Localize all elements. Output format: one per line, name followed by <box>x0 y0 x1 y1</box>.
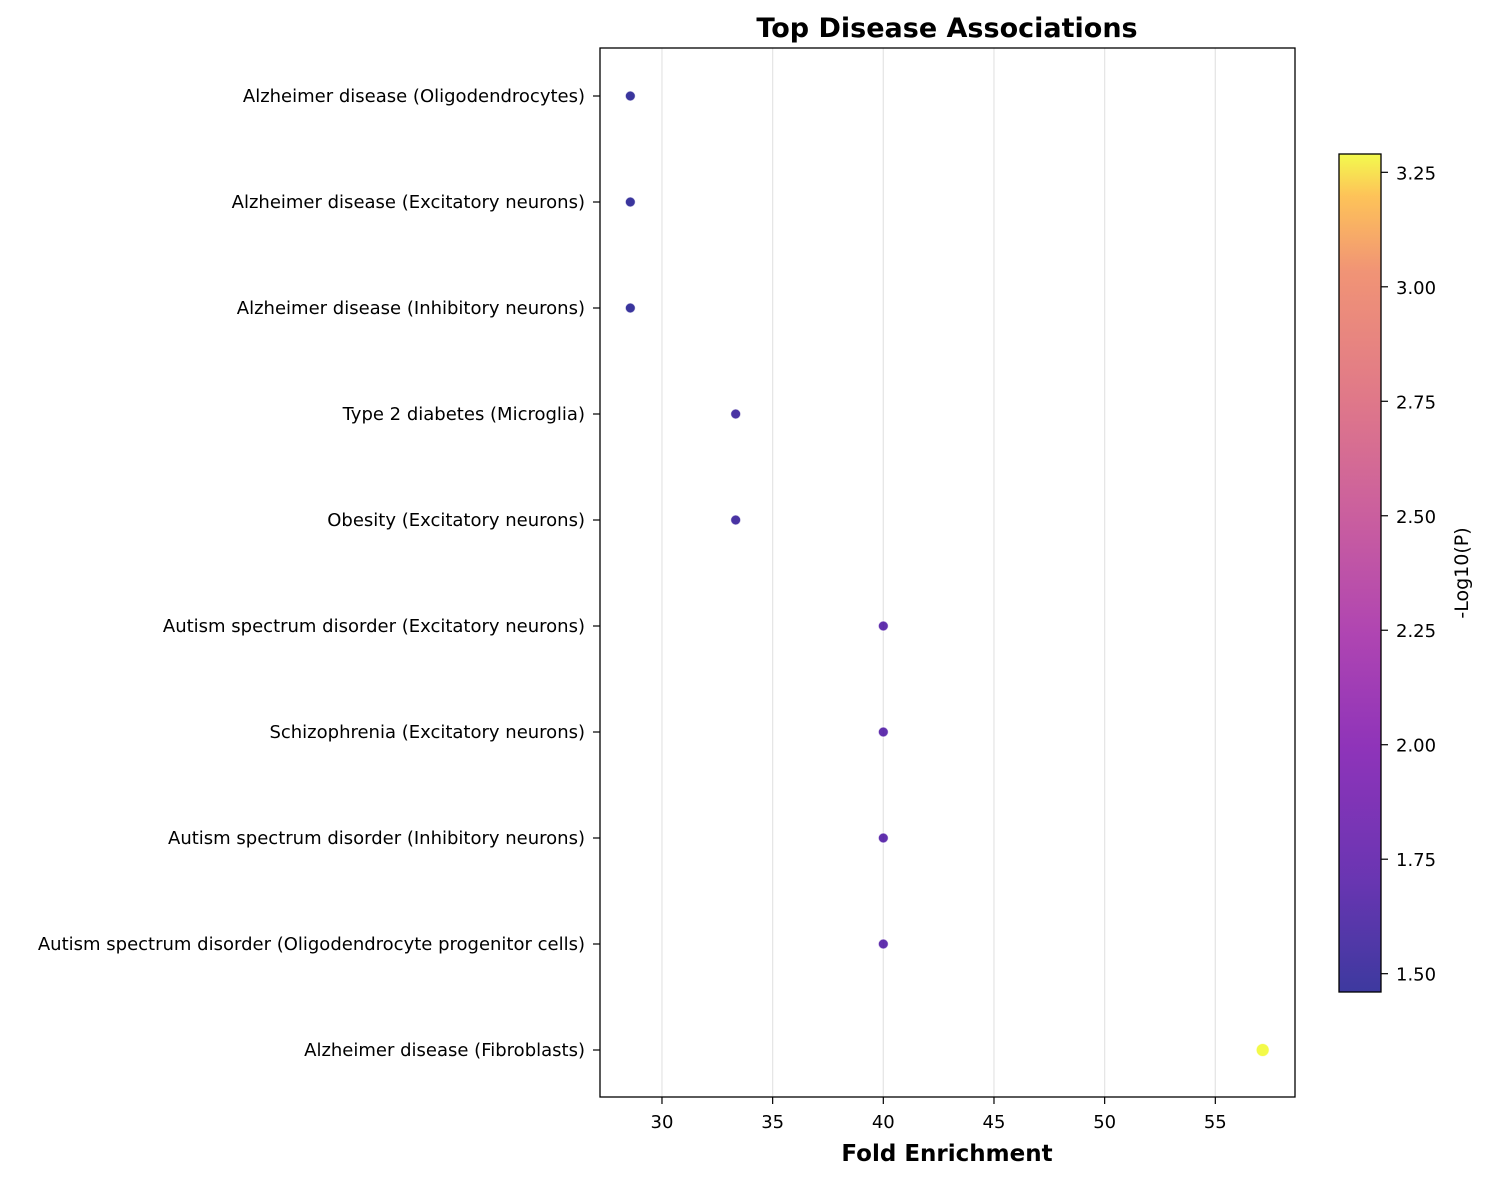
colorbar-ticks: 1.50 1.75 2.00 2.25 2.50 2.75 3.00 3.25 <box>1381 163 1436 986</box>
data-point <box>624 196 636 208</box>
colorbar: 1.50 1.75 2.00 2.25 2.50 2.75 3.00 3.25 -Log10(… <box>1338 153 1473 993</box>
colorbar-gradient <box>1339 154 1381 992</box>
y-category-label: Autism spectrum disorder (Inhibitory neu… <box>168 828 585 849</box>
data-point <box>624 302 636 314</box>
data-point <box>877 726 889 738</box>
colorbar-tick-label: 2.50 <box>1396 507 1436 528</box>
y-category-label: Obesity (Excitatory neurons) <box>327 510 585 531</box>
data-point <box>730 408 742 420</box>
y-category-label: Autism spectrum disorder (Oligodendrocyt… <box>38 934 585 955</box>
colorbar-tick-label: 2.00 <box>1396 736 1436 757</box>
chart-title: Top Disease Associations <box>756 13 1137 44</box>
y-category-label: Schizophrenia (Excitatory neurons) <box>269 722 585 743</box>
plot-area-frame <box>599 47 1296 1098</box>
colorbar-tick-label: 1.75 <box>1396 850 1436 871</box>
x-tick-label: 40 <box>872 1112 895 1133</box>
colorbar-label: -Log10(P) <box>1451 527 1473 618</box>
data-point <box>877 832 889 844</box>
y-category-label: Type 2 diabetes (Microglia) <box>342 404 585 425</box>
colorbar-tick-label: 3.00 <box>1396 278 1436 299</box>
x-tick-label: 50 <box>1093 1112 1116 1133</box>
y-category-label: Alzheimer disease (Excitatory neurons) <box>232 192 585 213</box>
y-category-label: Autism spectrum disorder (Excitatory neu… <box>163 616 585 637</box>
data-points <box>624 90 1270 1057</box>
grid-lines <box>661 48 1216 1097</box>
y-category-label: Alzheimer disease (Fibroblasts) <box>304 1040 585 1061</box>
y-category-label: Alzheimer disease (Inhibitory neurons) <box>237 298 585 319</box>
data-point <box>877 620 889 632</box>
y-axis: Alzheimer disease (Oligodendrocytes) Alzh… <box>38 86 600 1061</box>
data-point <box>1255 1043 1270 1057</box>
x-tick-label: 35 <box>761 1112 784 1133</box>
colorbar-frame <box>1338 153 1382 993</box>
data-point <box>730 514 742 526</box>
colorbar-tick-label: 3.25 <box>1396 163 1436 184</box>
colorbar-tick-label: 2.75 <box>1396 392 1436 413</box>
x-axis: 30 35 40 45 50 55 <box>651 1097 1227 1133</box>
x-axis-label: Fold Enrichment <box>841 1141 1052 1167</box>
data-point <box>877 938 889 950</box>
y-category-label: Alzheimer disease (Oligodendrocytes) <box>243 86 585 107</box>
x-tick-label: 30 <box>651 1112 674 1133</box>
data-point <box>624 90 636 102</box>
x-tick-label: 45 <box>983 1112 1006 1133</box>
colorbar-tick-label: 2.25 <box>1396 621 1436 642</box>
x-tick-label: 55 <box>1204 1112 1227 1133</box>
colorbar-tick-label: 1.50 <box>1396 965 1436 986</box>
